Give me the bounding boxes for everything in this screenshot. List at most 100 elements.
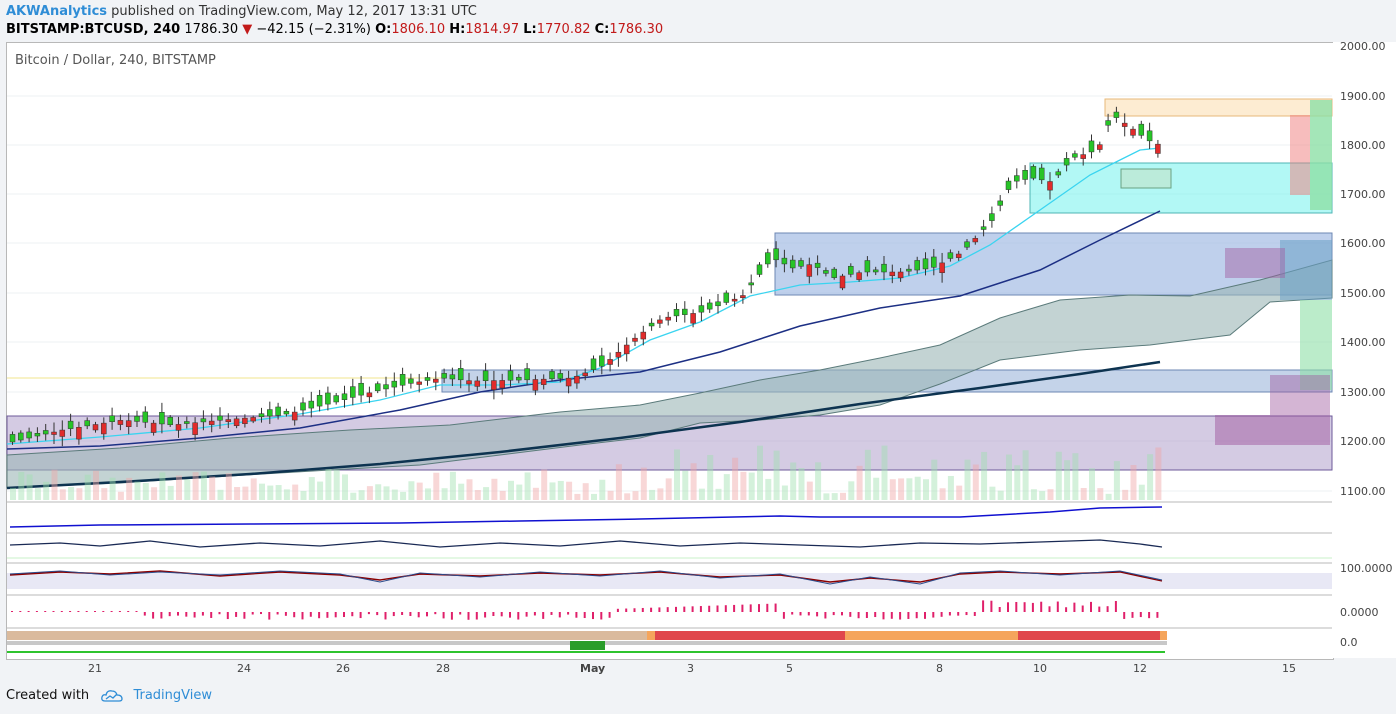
- candle: [67, 420, 74, 429]
- momentum-bar: [27, 611, 30, 612]
- candle: [441, 373, 447, 379]
- momentum-bar: [11, 611, 13, 612]
- momentum-bar: [401, 612, 404, 615]
- volume-bar: [848, 481, 855, 500]
- momentum-bar: [766, 603, 769, 612]
- price-tick: 1100.00: [1340, 485, 1386, 498]
- momentum-bar: [326, 612, 329, 618]
- volume-bar: [1006, 454, 1012, 500]
- candle: [640, 331, 647, 340]
- candle: [341, 393, 348, 400]
- momentum-bar: [1090, 601, 1092, 612]
- momentum-bar: [1098, 606, 1101, 612]
- momentum-bar: [201, 612, 204, 616]
- close-label: C:: [594, 22, 610, 37]
- open-value: 1806.10: [391, 22, 446, 37]
- momentum-bar: [1106, 606, 1109, 612]
- volume-bar: [964, 459, 971, 500]
- momentum-bar: [583, 612, 586, 619]
- volume-bar: [458, 483, 465, 500]
- candle: [267, 409, 273, 417]
- author-link[interactable]: AKWAnalytics: [6, 4, 108, 19]
- momentum-bar: [343, 612, 345, 618]
- momentum-bar: [309, 612, 312, 617]
- candle: [549, 371, 555, 380]
- candle: [18, 432, 24, 441]
- volume-bar: [483, 487, 490, 500]
- volume-bar: [151, 487, 158, 500]
- volume-bar: [1147, 454, 1154, 500]
- momentum-bar: [633, 608, 636, 612]
- momentum-bar: [550, 612, 553, 615]
- candle: [590, 358, 597, 370]
- volume-bar: [549, 482, 556, 500]
- candle: [731, 298, 738, 302]
- candle: [648, 322, 655, 327]
- tradingview-link[interactable]: TradingView: [133, 688, 212, 703]
- volume-bar: [184, 479, 191, 500]
- date-tick: 24: [237, 662, 251, 675]
- momentum-bar: [94, 611, 96, 612]
- volume-bar: [997, 490, 1004, 500]
- last-price: 1786.30: [184, 22, 239, 37]
- momentum-bar: [467, 612, 470, 620]
- volume-bar: [1113, 461, 1120, 500]
- volume-bar: [1047, 489, 1054, 500]
- momentum-bar: [276, 612, 279, 615]
- volume-bar: [267, 485, 274, 500]
- momentum-bar: [525, 612, 528, 617]
- volume-bar: [541, 469, 548, 500]
- volume-bar: [981, 451, 988, 500]
- volume-bar: [823, 493, 830, 500]
- candle: [1072, 153, 1078, 158]
- volume-bar: [1072, 453, 1079, 500]
- volume-bar: [342, 474, 348, 500]
- candle: [955, 253, 962, 258]
- candle: [507, 370, 514, 381]
- volume-bar: [466, 479, 473, 500]
- candle: [258, 413, 265, 418]
- volume-bar: [242, 486, 249, 500]
- volume-bar: [433, 472, 440, 500]
- volume-bar: [1097, 488, 1104, 500]
- candle: [482, 370, 489, 381]
- momentum-bar: [44, 611, 47, 612]
- candle: [217, 415, 223, 421]
- volume-bar: [159, 472, 166, 500]
- price-tick: 1300.00: [1340, 386, 1386, 399]
- volume-bar: [557, 480, 564, 500]
- volume-bar: [383, 486, 390, 500]
- volume-bar: [134, 481, 141, 500]
- momentum-bar: [1123, 612, 1126, 619]
- date-tick: 28: [436, 662, 450, 675]
- candle: [1022, 170, 1028, 180]
- candle: [1138, 123, 1145, 136]
- volume-bar: [474, 490, 481, 500]
- volume-bar: [665, 478, 672, 500]
- volume-bar: [690, 463, 697, 500]
- momentum-bar: [948, 612, 951, 616]
- momentum-bar: [318, 612, 321, 619]
- volume-bar: [76, 488, 83, 500]
- symbol-label: BITSTAMP:BTCUSD, 240: [6, 22, 181, 37]
- candle: [159, 412, 165, 425]
- momentum-bar: [509, 612, 511, 618]
- price-tick: 1900.00: [1340, 90, 1386, 103]
- candle: [698, 305, 705, 313]
- candle: [516, 376, 522, 381]
- candle: [972, 238, 979, 243]
- candle: [1121, 122, 1128, 127]
- momentum-bar: [940, 612, 943, 617]
- candle: [1038, 167, 1045, 181]
- candle: [9, 434, 16, 443]
- volume-bar: [773, 450, 780, 500]
- date-tick: 21: [88, 662, 102, 675]
- candle: [374, 383, 381, 392]
- down-arrow-icon: ▼: [242, 22, 253, 37]
- candle: [366, 392, 373, 398]
- momentum-bar: [1040, 601, 1043, 612]
- candle: [673, 309, 680, 317]
- price-axis[interactable]: [1333, 42, 1396, 658]
- momentum-bar: [965, 612, 968, 616]
